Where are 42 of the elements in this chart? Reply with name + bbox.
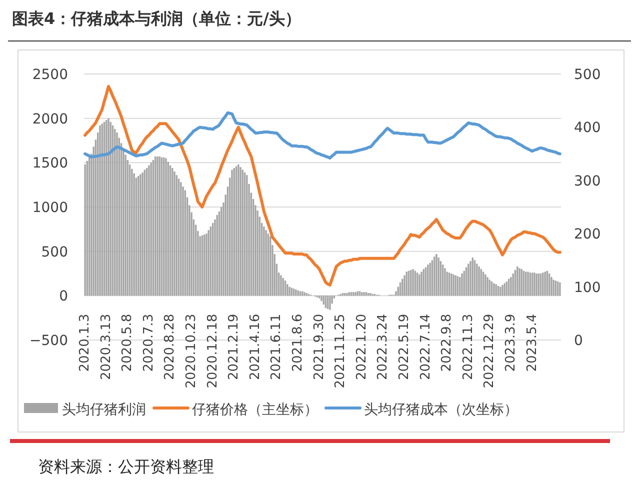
- x-tick-label: 2021.6.11: [269, 314, 284, 380]
- y2-tick-label: 0: [574, 333, 583, 349]
- x-tick-label: 2020.7.3: [141, 314, 156, 372]
- x-tick-label: 2022.1.20: [354, 314, 370, 380]
- x-tick-label: 2022.12.29: [482, 314, 498, 388]
- x-tick-label: 2023.3.9: [503, 314, 518, 372]
- y2-tick-label: 400: [574, 120, 601, 136]
- x-tick-label: 2022.7.14: [418, 314, 434, 380]
- x-tick-label: 2021.4.16: [248, 314, 263, 380]
- y-tick-label: 500: [41, 244, 68, 260]
- x-tick-label: 2020.12.18: [205, 314, 220, 388]
- legend-label: 仔猪价格（主坐标）: [192, 402, 318, 418]
- x-tick-label: 2020.5.8: [120, 314, 136, 372]
- x-tick-label: 2021.9.30: [312, 314, 327, 380]
- y2-tick-label: 300: [574, 173, 601, 190]
- legend-label: 头均仔猪成本（次坐标）: [364, 402, 518, 418]
- y-tick-label: −500: [30, 333, 68, 349]
- x-tick-label: 2022.5.19: [396, 314, 412, 380]
- x-tick-label: 2020.3.13: [98, 314, 114, 380]
- y-tick-label: 1000: [32, 200, 68, 216]
- y2-tick-label: 500: [574, 67, 601, 83]
- y2-tick-label: 100: [574, 280, 601, 296]
- y2-tick-label: 200: [574, 226, 601, 243]
- line-series: [84, 84, 562, 287]
- chart-title: 图表4：仔猪成本与利润（单位：元/头）: [12, 9, 301, 28]
- y-tick-label: 2500: [32, 67, 68, 83]
- x-tick-label: 2021.8.6: [290, 314, 306, 372]
- x-tick-label: 2020.1.3: [78, 314, 93, 372]
- x-tick-label: 2020.8.28: [162, 314, 178, 380]
- y-tick-label: 2000: [32, 111, 68, 128]
- line-series: [84, 111, 562, 160]
- x-tick-label: 2023.5.4: [524, 314, 540, 372]
- x-tick-label: 2021.11.25: [333, 314, 348, 388]
- legend-label: 头均仔猪利润: [62, 402, 146, 418]
- y-tick-label: 1500: [32, 156, 68, 172]
- x-tick-label: 2021.2.19: [226, 314, 242, 380]
- x-tick-label: 2020.10.23: [184, 314, 200, 388]
- x-tick-label: 2022.11.3: [460, 314, 476, 380]
- text: 资料来源：公开资料整理: [38, 457, 214, 476]
- x-tick-label: 2022.9.8: [440, 314, 455, 372]
- x-tick-label: 2022.3.24: [376, 314, 391, 380]
- y-tick-label: 0: [59, 288, 68, 305]
